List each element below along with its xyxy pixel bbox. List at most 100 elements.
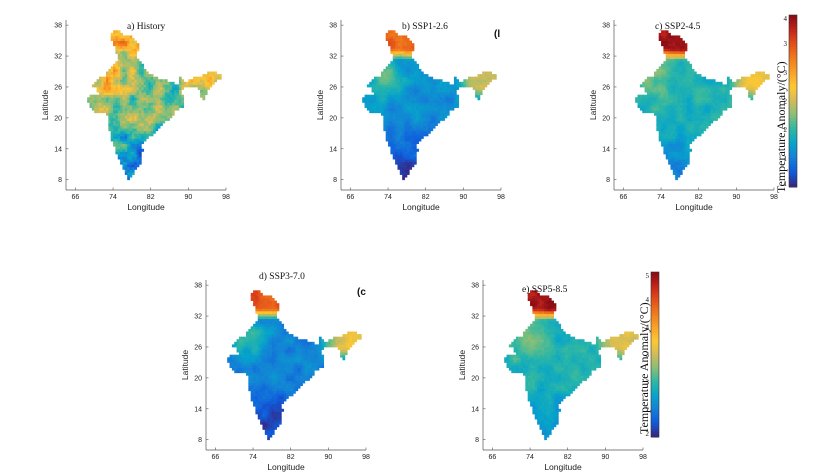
heatmap-cell — [134, 115, 137, 119]
heatmap-cell — [472, 86, 476, 90]
heatmap-cell — [406, 146, 410, 150]
heatmap-cell — [663, 79, 667, 83]
heatmap-cell — [146, 107, 149, 111]
heatmap-cell — [567, 390, 571, 394]
heatmap-cell — [388, 141, 391, 145]
heatmap-cell — [682, 135, 685, 139]
heatmap-cell — [425, 84, 429, 88]
heatmap-cell — [127, 130, 130, 134]
heatmap-cell — [486, 71, 490, 75]
heatmap-cell — [686, 84, 690, 88]
y-tick-label: 20 — [194, 375, 202, 382]
heatmap-cell — [665, 130, 669, 134]
heatmap-cell — [295, 377, 299, 381]
heatmap-cell — [672, 79, 676, 83]
heatmap-cell — [411, 76, 415, 80]
heatmap-cell — [371, 102, 375, 106]
heatmap-cell — [236, 357, 240, 361]
heatmap-cell — [456, 84, 460, 88]
heatmap-cell — [649, 81, 653, 85]
heatmap-cell — [656, 99, 660, 103]
heatmap-cell — [663, 107, 667, 111]
heatmap-cell — [668, 148, 671, 152]
heatmap-cell — [281, 390, 285, 394]
heatmap-cell — [260, 362, 263, 366]
heatmap-cell — [311, 352, 315, 356]
heatmap-cell — [295, 367, 299, 371]
heatmap-cell — [392, 135, 396, 139]
heatmap-cell — [442, 94, 445, 98]
heatmap-cell — [120, 56, 123, 60]
heatmap-cell — [117, 151, 121, 155]
heatmap-cell — [456, 94, 460, 98]
heatmap-cell — [675, 61, 678, 65]
heatmap-cell — [442, 89, 445, 93]
heatmap-cell — [446, 102, 450, 106]
heatmap-cell — [131, 161, 135, 165]
heatmap-cell — [560, 383, 564, 387]
heatmap-cell — [117, 32, 121, 36]
heatmap-cell — [553, 383, 557, 387]
heatmap-cell — [546, 401, 550, 405]
heatmap-cell — [565, 377, 569, 381]
heatmap-cell — [288, 339, 292, 343]
heatmap-cell — [349, 334, 353, 338]
heatmap-cell — [131, 68, 135, 72]
heatmap-cell — [307, 352, 310, 356]
heatmap-cell — [157, 117, 161, 121]
heatmap-cell — [404, 102, 408, 106]
heatmap-cell — [253, 385, 256, 389]
heatmap-cell — [703, 102, 707, 106]
heatmap-cell — [148, 89, 152, 93]
heatmap-cell — [425, 107, 429, 111]
heatmap-cell — [138, 94, 142, 98]
heatmap-cell — [174, 107, 177, 111]
heatmap-cell — [399, 112, 403, 116]
heatmap-cell — [493, 74, 497, 78]
heatmap-cell — [544, 413, 547, 417]
heatmap-cell — [411, 148, 415, 152]
heatmap-cell — [534, 406, 538, 410]
heatmap-cell — [486, 74, 490, 78]
heatmap-cell — [255, 411, 259, 415]
heatmap-cell — [465, 84, 469, 88]
heatmap-cell — [349, 344, 353, 348]
heatmap-cell — [138, 135, 142, 139]
heatmap-cell — [108, 68, 112, 72]
heatmap-cell — [271, 429, 275, 433]
heatmap-cell — [333, 341, 336, 345]
heatmap-cell — [253, 298, 256, 302]
heatmap-cell — [421, 105, 424, 108]
heatmap-cell — [675, 148, 678, 152]
heatmap-cell — [309, 372, 313, 376]
heatmap-cell — [373, 94, 377, 98]
heatmap-cell — [174, 97, 177, 101]
heatmap-cell — [347, 341, 350, 345]
heatmap-cell — [271, 377, 275, 381]
heatmap-cell — [276, 401, 280, 405]
heatmap-cell — [677, 74, 681, 78]
heatmap-cell — [124, 48, 128, 52]
heatmap-cell — [656, 102, 660, 106]
heatmap-cell — [297, 346, 301, 350]
heatmap-cell — [262, 303, 266, 307]
heatmap-cell — [257, 416, 261, 420]
heatmap-cell — [98, 84, 102, 88]
heatmap-cell — [729, 102, 733, 106]
heatmap-cell — [392, 92, 396, 96]
heatmap-cell — [378, 105, 382, 108]
heatmap-cell — [406, 105, 410, 108]
heatmap-cell — [548, 398, 552, 402]
heatmap-cell — [453, 99, 457, 103]
heatmap-cell — [131, 89, 135, 93]
heatmap-cell — [271, 408, 275, 412]
heatmap-cell — [694, 120, 697, 124]
heatmap-cell — [250, 354, 254, 358]
heatmap-cell — [675, 115, 678, 119]
heatmap-cell — [262, 349, 266, 353]
heatmap-cell — [302, 357, 306, 361]
heatmap-cell — [316, 357, 320, 361]
heatmap-cell — [399, 161, 403, 165]
heatmap-cell — [153, 86, 156, 90]
heatmap-cell — [176, 86, 180, 90]
